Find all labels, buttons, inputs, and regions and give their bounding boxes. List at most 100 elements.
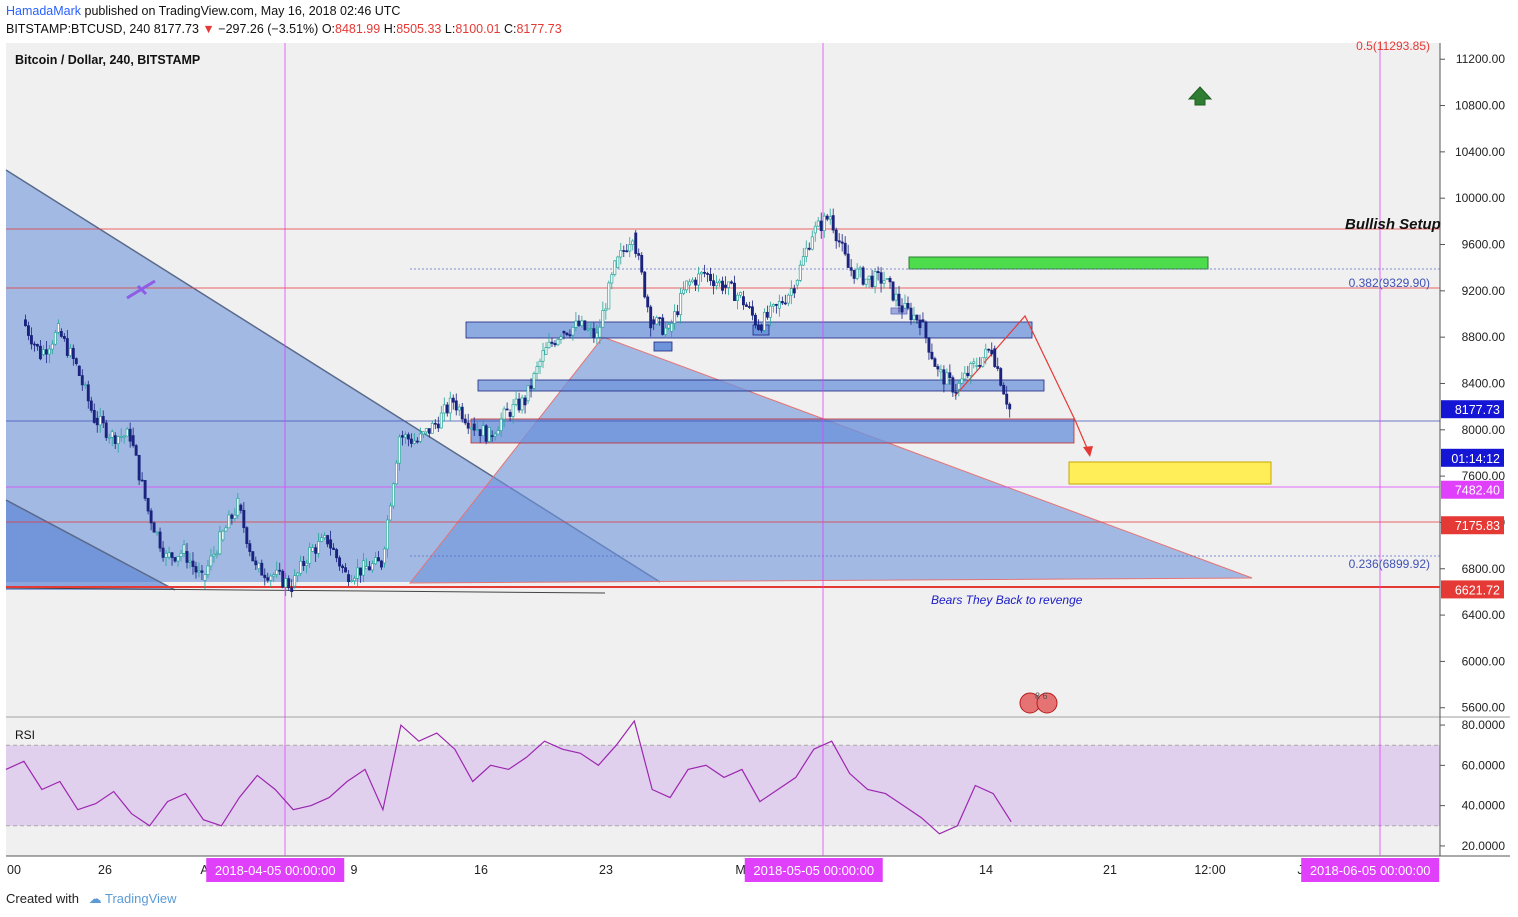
candle-body (843, 242, 847, 255)
candle-body (257, 562, 261, 570)
candle-body (592, 328, 596, 338)
candle-body (86, 384, 90, 402)
candle-body (215, 553, 219, 556)
price-tag (1441, 400, 1504, 419)
candle-body (338, 557, 342, 567)
candle-body (107, 436, 111, 439)
zone-mid (477, 379, 1045, 392)
candle-body (275, 569, 279, 575)
candle-body (200, 570, 204, 573)
candle-body (616, 256, 620, 269)
candle-body (68, 347, 72, 356)
candle-body (658, 317, 662, 319)
price-tick-label: 11200.00 (1456, 52, 1505, 66)
candle-body (377, 557, 380, 562)
tradingview-link[interactable]: TradingView (105, 891, 177, 906)
candle-body (296, 572, 300, 576)
price-tick-label: 8000.00 (1462, 423, 1506, 437)
candle-body (954, 391, 958, 394)
candle-body (278, 569, 282, 572)
candle-body (218, 531, 222, 555)
price-tag-label: 7482.40 (1455, 484, 1500, 498)
candle-body (990, 349, 994, 355)
candle-body (798, 264, 802, 281)
candle-body (921, 319, 925, 323)
candle-body (948, 372, 952, 379)
candle-body (227, 514, 231, 529)
created-with-label: Created with (6, 891, 79, 906)
candle-body (813, 225, 817, 234)
candle-body (236, 498, 240, 516)
candle-body (406, 434, 410, 440)
candle-body (762, 311, 766, 331)
candle-body (293, 575, 297, 587)
candle-body (290, 587, 294, 593)
candle-body (1002, 384, 1006, 395)
candle-body (281, 570, 285, 588)
candle-body (329, 539, 333, 549)
candle-body (170, 552, 174, 558)
date-marker-label: 2018-05-05 00:00:00 (753, 863, 874, 878)
candle-body (371, 563, 374, 571)
green-target-zone (908, 256, 1209, 270)
fib-labels: 0.5(11293.85) 0.382(9329.90) 0.236(6899.92… (1349, 39, 1430, 571)
candle-body (789, 288, 793, 296)
candle-body (930, 351, 934, 360)
candle-body (963, 372, 967, 380)
close-value: 8177.73 (516, 22, 562, 36)
candle-body (837, 240, 841, 243)
candle-body (454, 400, 458, 411)
candle-body (140, 479, 144, 482)
candle-body (691, 279, 695, 283)
candle-body (391, 483, 395, 507)
zone-upper (465, 321, 1033, 339)
candle-body (682, 289, 686, 294)
candle-body (50, 343, 54, 350)
bearish-triangle-pattern (408, 336, 1253, 584)
candle-body (365, 566, 368, 570)
candle-body (828, 216, 832, 220)
candle-body (879, 272, 883, 284)
candle-body (571, 326, 575, 336)
candle-body (164, 552, 168, 558)
candle-body (128, 428, 132, 442)
candle-body (885, 278, 889, 280)
scissor-icon (126, 279, 156, 300)
last-price: 8177.73 (153, 22, 199, 36)
candle-body (939, 369, 943, 373)
candle-body (559, 336, 563, 340)
candle-body (24, 319, 27, 327)
candle-body (74, 358, 78, 364)
publish-line: HamadaMark published on TradingView.com,… (6, 4, 400, 18)
candle-body (424, 428, 428, 433)
candle-body (302, 560, 306, 566)
rsi-label: RSI (15, 728, 35, 742)
candle-body (864, 278, 868, 285)
price-tags: 8177.73 01:14:12 7482.40 7175.83 6621.72 (1441, 400, 1504, 599)
candle-body (715, 282, 718, 287)
ohlc-line: BITSTAMP:BTCUSD, 240 8177.73 ▼ −297.26 (… (6, 22, 562, 36)
candle-body (640, 255, 644, 273)
candle-body (41, 349, 45, 355)
candle-body (400, 435, 404, 438)
candle-body (765, 311, 769, 318)
price-tick-label: 8800.00 (1462, 330, 1506, 344)
candle-body (260, 562, 264, 576)
time-label: 00 (7, 863, 21, 877)
candle-body (819, 220, 823, 232)
candle-body (975, 365, 979, 367)
candle-body (472, 423, 476, 431)
candle-body (532, 373, 536, 389)
author-link[interactable]: HamadaMark (6, 4, 82, 18)
candlestick-series (24, 208, 1012, 598)
candle-body (801, 256, 805, 266)
candle-body (568, 334, 572, 337)
candle-body (242, 509, 246, 528)
candle-body (598, 326, 602, 338)
low-label: L: (444, 22, 456, 36)
candle-body (622, 250, 626, 252)
candle-body (460, 406, 464, 420)
candle-body (469, 427, 473, 430)
date-marker-tag (206, 858, 345, 882)
